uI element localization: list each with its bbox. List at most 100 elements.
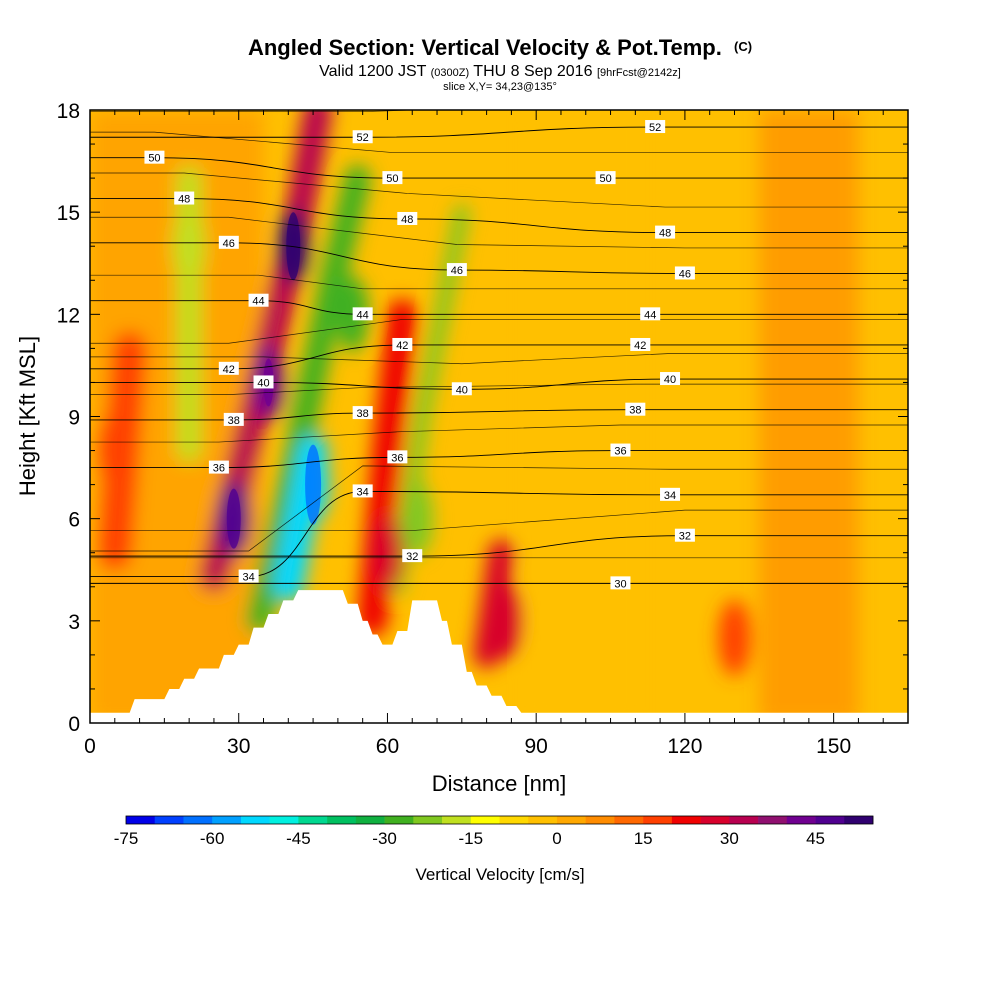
- field-band-right: [759, 110, 859, 723]
- svg-text:50: 50: [386, 173, 398, 185]
- colorbar-swatch: [844, 816, 874, 824]
- svg-text:50: 50: [599, 173, 611, 185]
- subtitle-fcst: [9hrFcst@2142z]: [597, 67, 681, 79]
- x-tick-label: 0: [84, 735, 96, 758]
- colorbar-swatch: [614, 816, 644, 824]
- theta-label-52-1: 52: [645, 120, 666, 134]
- theta-contour-37: [90, 424, 908, 443]
- colorbar-tick-label: -15: [458, 829, 483, 848]
- theta-label-40-0: 40: [253, 375, 274, 389]
- svg-text:42: 42: [396, 340, 408, 352]
- theta-label-34-2: 34: [660, 487, 681, 502]
- subtitle-utc: (0300Z): [431, 67, 470, 79]
- field-core-2: [226, 488, 241, 549]
- colorbar-swatch: [183, 816, 213, 824]
- svg-text:38: 38: [357, 408, 369, 420]
- svg-text:40: 40: [664, 374, 676, 386]
- field-feature-7: [371, 514, 404, 591]
- theta-label-34-1: 34: [352, 484, 373, 498]
- colorbar-tick-label: -60: [200, 829, 225, 848]
- theta-contour-45: [90, 274, 908, 290]
- theta-contour-33: [90, 509, 908, 531]
- colorbar-swatch: [499, 816, 529, 824]
- svg-text:36: 36: [213, 463, 225, 475]
- theta-label-38-1: 38: [352, 406, 373, 420]
- field-band-yellow: [526, 110, 636, 723]
- chart-title-unit: (C): [734, 39, 752, 54]
- theta-label-38-0: 38: [223, 412, 244, 427]
- colorbar-swatch: [442, 816, 472, 824]
- svg-text:46: 46: [451, 265, 463, 277]
- colorbar-swatch: [355, 816, 385, 824]
- theta-contour-47: [90, 216, 908, 249]
- theta-label-46-1: 46: [446, 263, 467, 277]
- theta-label-52-0: 52: [352, 130, 373, 144]
- y-tick-label: 15: [57, 202, 80, 225]
- x-tick-label: 60: [376, 735, 399, 758]
- svg-text:36: 36: [391, 452, 403, 464]
- colorbar-swatch: [671, 816, 701, 824]
- theta-contour-35: [90, 465, 908, 552]
- svg-text:42: 42: [634, 340, 646, 352]
- theta-contour-41: [90, 353, 908, 365]
- theta-label-44-2: 44: [640, 307, 661, 321]
- colorbar-swatch: [729, 816, 759, 824]
- colorbar-swatch: [327, 816, 357, 824]
- y-tick-label: 18: [57, 100, 80, 123]
- theta-contours: [90, 110, 908, 584]
- x-tick-label: 120: [667, 735, 702, 758]
- svg-text:40: 40: [456, 384, 468, 396]
- theta-label-50-2: 50: [595, 171, 616, 185]
- theta-contour-38: [90, 409, 908, 421]
- theta-label-44-0: 44: [248, 293, 269, 308]
- theta-label-50-1: 50: [382, 171, 403, 185]
- svg-text:30: 30: [614, 578, 626, 590]
- colorbar: -75 -60 -45 -30 -15 0 15 30 45: [114, 815, 874, 848]
- theta-contour-39: [90, 383, 908, 395]
- svg-text:34: 34: [243, 572, 255, 584]
- colorbar-swatch: [413, 816, 443, 824]
- theta-label-46-0: 46: [218, 235, 239, 250]
- colorbar-swatch: [470, 816, 500, 824]
- theta-label-48-2: 48: [655, 225, 676, 240]
- svg-text:42: 42: [223, 364, 235, 376]
- colorbar-tick-label: 15: [634, 829, 653, 848]
- theta-label-44-1: 44: [352, 307, 373, 321]
- theta-contour-labels: 30 32 32 34 34 34 36 36 36 38 38 38 40 40 40 42 42 42 44 44…: [144, 120, 695, 590]
- theta-contour-32: [90, 535, 908, 557]
- theta-label-40-1: 40: [451, 382, 472, 396]
- downdraft-band-main: [245, 165, 371, 634]
- terrain: [90, 590, 908, 723]
- theta-label-34-0: 34: [238, 569, 259, 584]
- field-feature-10: [718, 599, 751, 676]
- colorbar-tick-label: -30: [372, 829, 397, 848]
- x-axis-label: Distance [nm]: [432, 771, 567, 796]
- colorbar-swatch: [700, 816, 730, 824]
- theta-label-38-2: 38: [625, 402, 646, 417]
- colorbar-frame: [125, 815, 874, 825]
- colorbar-tick-label: 0: [552, 829, 561, 848]
- svg-text:52: 52: [357, 132, 369, 144]
- colorbar-tick-label: -75: [114, 829, 139, 848]
- theta-label-42-0: 42: [218, 361, 239, 376]
- colorbar-tick-label: 30: [720, 829, 739, 848]
- svg-text:44: 44: [357, 309, 369, 321]
- x-tick-label: 90: [525, 735, 548, 758]
- theta-contour-49: [90, 172, 908, 208]
- svg-text:34: 34: [357, 486, 369, 498]
- field-feature-6: [401, 480, 434, 557]
- theta-contour-42: [90, 344, 908, 370]
- svg-text:50: 50: [148, 153, 160, 165]
- field-core-0: [305, 444, 322, 525]
- colorbar-swatch: [815, 816, 845, 824]
- colorbar-swatch: [126, 816, 156, 824]
- x-tick-label: 150: [816, 735, 851, 758]
- theta-contour-46: [90, 242, 908, 274]
- theta-contour-44: [90, 300, 908, 315]
- colorbar-swatch: [643, 816, 673, 824]
- theta-label-36-1: 36: [387, 450, 408, 464]
- colorbar-swatch: [758, 816, 788, 824]
- svg-text:40: 40: [257, 377, 269, 389]
- y-tick-label: 9: [68, 407, 80, 430]
